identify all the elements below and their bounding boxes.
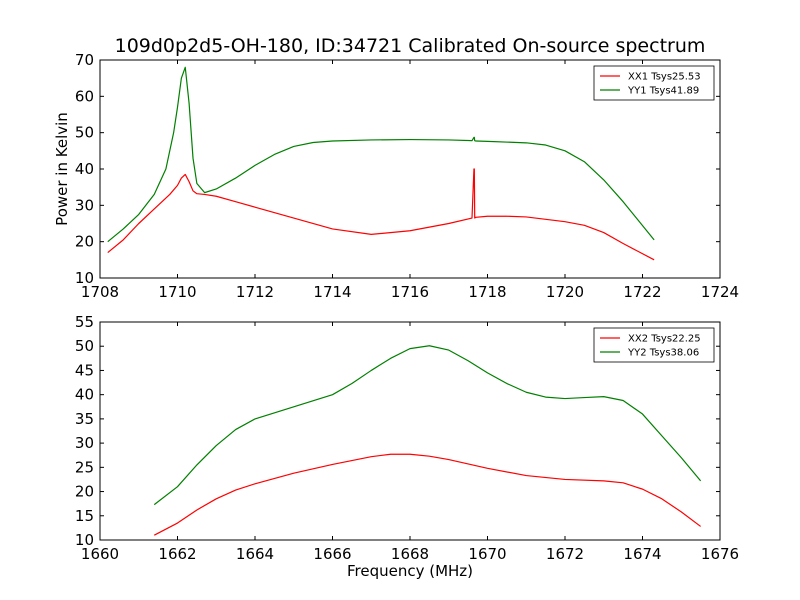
series-line-xx1 — [107, 168, 655, 261]
y-tick-label: 15 — [75, 507, 94, 525]
x-tick-label: 1674 — [623, 545, 661, 563]
y-tick-label: 55 — [75, 313, 94, 331]
y-tick-label: 50 — [75, 124, 94, 142]
y-tick-label: 30 — [75, 434, 94, 452]
x-tick-label: 1724 — [701, 283, 739, 301]
legend-entry: XX2 Tsys22.25 — [628, 334, 701, 345]
x-tick-label: 1710 — [158, 283, 196, 301]
y-tick-label: 20 — [75, 483, 94, 501]
legend: XX1 Tsys25.53 YY1 Tsys41.89 — [593, 65, 715, 101]
x-tick-label: 1714 — [313, 283, 351, 301]
y-tick-label: 60 — [75, 87, 94, 105]
legend-entry: YY2 Tsys38.06 — [627, 348, 699, 359]
y-tick-label: 10 — [75, 531, 94, 549]
x-tick-label: 1720 — [546, 283, 584, 301]
x-tick-label: 1712 — [236, 283, 274, 301]
legend-box — [593, 327, 715, 363]
x-tick-label: 1666 — [313, 545, 351, 563]
y-tick-label: 45 — [75, 361, 94, 379]
x-axis-label: Frequency (MHz) — [347, 562, 473, 580]
legend-entry: XX1 Tsys25.53 — [628, 72, 701, 83]
y-tick-label: 40 — [75, 386, 94, 404]
y-tick-label: 30 — [75, 196, 94, 214]
y-tick-label: 50 — [75, 337, 94, 355]
x-tick-label: 1718 — [468, 283, 506, 301]
x-tick-label: 1670 — [468, 545, 506, 563]
y-tick-label: 20 — [75, 233, 94, 251]
x-tick-label: 1716 — [391, 283, 429, 301]
series-line-xx2 — [153, 453, 701, 536]
x-tick-label: 1676 — [701, 545, 739, 563]
legend-entry: YY1 Tsys41.89 — [627, 86, 699, 97]
series-line-yy1 — [107, 66, 655, 243]
subplot-2: 1660 1662 1664 1666 1668 1670 1672 1674 1676 10 15… — [75, 313, 739, 580]
x-tick-label: 1672 — [546, 545, 584, 563]
series-group — [107, 66, 655, 261]
x-tick-label: 1664 — [236, 545, 274, 563]
x-tick-label: 1662 — [158, 545, 196, 563]
y-tick-label: 40 — [75, 160, 94, 178]
x-tick-label: 1668 — [391, 545, 429, 563]
y-tick-label: 70 — [75, 51, 94, 69]
x-tick-label: 1660 — [81, 545, 119, 563]
y-tick-label: 25 — [75, 458, 94, 476]
series-group — [153, 345, 702, 536]
series-line-yy2 — [153, 345, 702, 506]
x-tick-label: 1708 — [81, 283, 119, 301]
chart-title: 109d0p2d5-OH-180, ID:34721 Calibrated On… — [115, 35, 706, 57]
y-axis-label: Power in Kelvin — [53, 112, 71, 226]
subplot-1: 1708 1710 1712 1714 1716 1718 1720 1722 1724 10 20… — [53, 35, 739, 301]
y-tick-label: 10 — [75, 269, 94, 287]
legend-box — [593, 65, 715, 101]
x-tick-label: 1722 — [623, 283, 661, 301]
legend: XX2 Tsys22.25 YY2 Tsys38.06 — [593, 327, 715, 363]
y-tick-label: 35 — [75, 410, 94, 428]
